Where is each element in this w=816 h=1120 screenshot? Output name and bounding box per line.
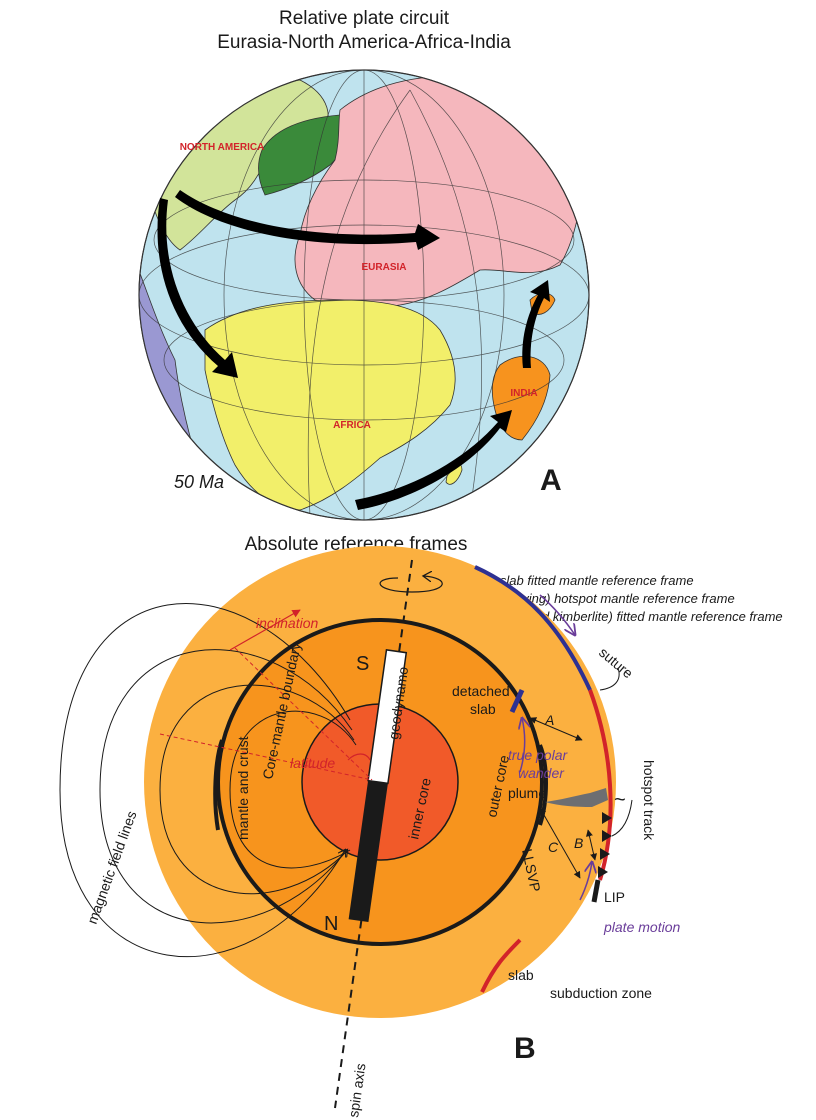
panel-b-label: B: [514, 1032, 536, 1065]
panel-a-title-line2: Eurasia-North America-Africa-India: [217, 32, 511, 53]
panel-a-label: A: [540, 464, 562, 497]
globe: [138, 69, 590, 521]
plume-shape: [545, 788, 608, 807]
label-eurasia: EURASIA: [361, 262, 406, 273]
tpw-arrow: [520, 718, 525, 773]
detached-slab-label-2: slab: [470, 701, 496, 717]
latitude-label: latitude: [290, 755, 335, 771]
pole-n-label: N: [324, 913, 338, 935]
geodynamo-bar: [348, 649, 408, 923]
mantle-crust-label: mantle and crust: [235, 736, 251, 840]
plate-circuit-arrows: [157, 190, 550, 510]
hotspot-leader: [611, 799, 633, 837]
arrow-africa-to-india: [355, 410, 512, 510]
greenland-shape: [258, 114, 347, 196]
label-india: INDIA: [510, 388, 537, 399]
latitude-radius-line: [234, 647, 373, 781]
suture-leader: [599, 667, 620, 691]
spin-rotation-arrow: [379, 576, 443, 593]
legend-a: A: slab fitted mantle reference frame: [483, 573, 694, 588]
detached-slab-label-1: detached: [452, 683, 510, 699]
spin-axis-label: spin axis: [345, 1062, 368, 1118]
frame-a-arrow: [529, 717, 583, 741]
hotspot-track: [598, 812, 612, 878]
suture-margin: [474, 565, 592, 691]
tpw-label-2: wander: [518, 765, 565, 781]
subduction-zone-label: subduction zone: [550, 985, 652, 1001]
arrow-na-to-africa: [157, 198, 238, 378]
frame-c-arrow: [539, 807, 581, 879]
label-africa: AFRICA: [333, 420, 371, 431]
llsvp-left: [213, 739, 224, 831]
inclination-arrow: [229, 609, 301, 651]
hotspot-track-label: hotspot track: [641, 760, 657, 841]
lip-label: LIP: [604, 889, 625, 905]
tpw-label-1: true polar: [508, 747, 568, 763]
plume-label: plume: [508, 785, 546, 801]
arrow-na-to-eurasia: [175, 190, 440, 250]
latitude-line: [159, 733, 373, 781]
subduction-slab: [480, 938, 522, 993]
detached-slab-bar: [509, 688, 525, 714]
inclination-label: inclination: [256, 615, 318, 631]
plume-tilde-icon: ~: [614, 789, 626, 811]
globe-outline: [138, 69, 590, 521]
suture-label: suture: [596, 644, 636, 681]
age-label: 50 Ma: [174, 472, 224, 492]
graticule: [139, 70, 589, 520]
plate-motion-label: plate motion: [603, 919, 680, 935]
plate-motion-arrow: [579, 862, 592, 901]
magnetic-field-label: magnetic field lines: [84, 809, 140, 926]
suture-motion-arrow: [539, 594, 575, 635]
label-north-america: NORTH AMERICA: [180, 142, 265, 153]
lip-bar: [591, 879, 601, 903]
panel-a-title-line1: Relative plate circuit: [279, 8, 450, 29]
frame-a-label: A: [544, 712, 554, 728]
frame-c-label: C: [548, 839, 559, 855]
arrow-india-to-eurasia: [522, 280, 550, 368]
active-margin: [588, 689, 613, 881]
pole-s-label: S: [356, 653, 369, 675]
slab-label: slab: [508, 967, 534, 983]
legend-b: B: (moving) hotspot mantle reference fra…: [484, 591, 735, 606]
magnetic-field-lines: [59, 603, 357, 958]
latitude-arc: [347, 753, 371, 761]
frame-b-arrow: [586, 829, 597, 861]
frame-b-label: B: [574, 835, 583, 851]
